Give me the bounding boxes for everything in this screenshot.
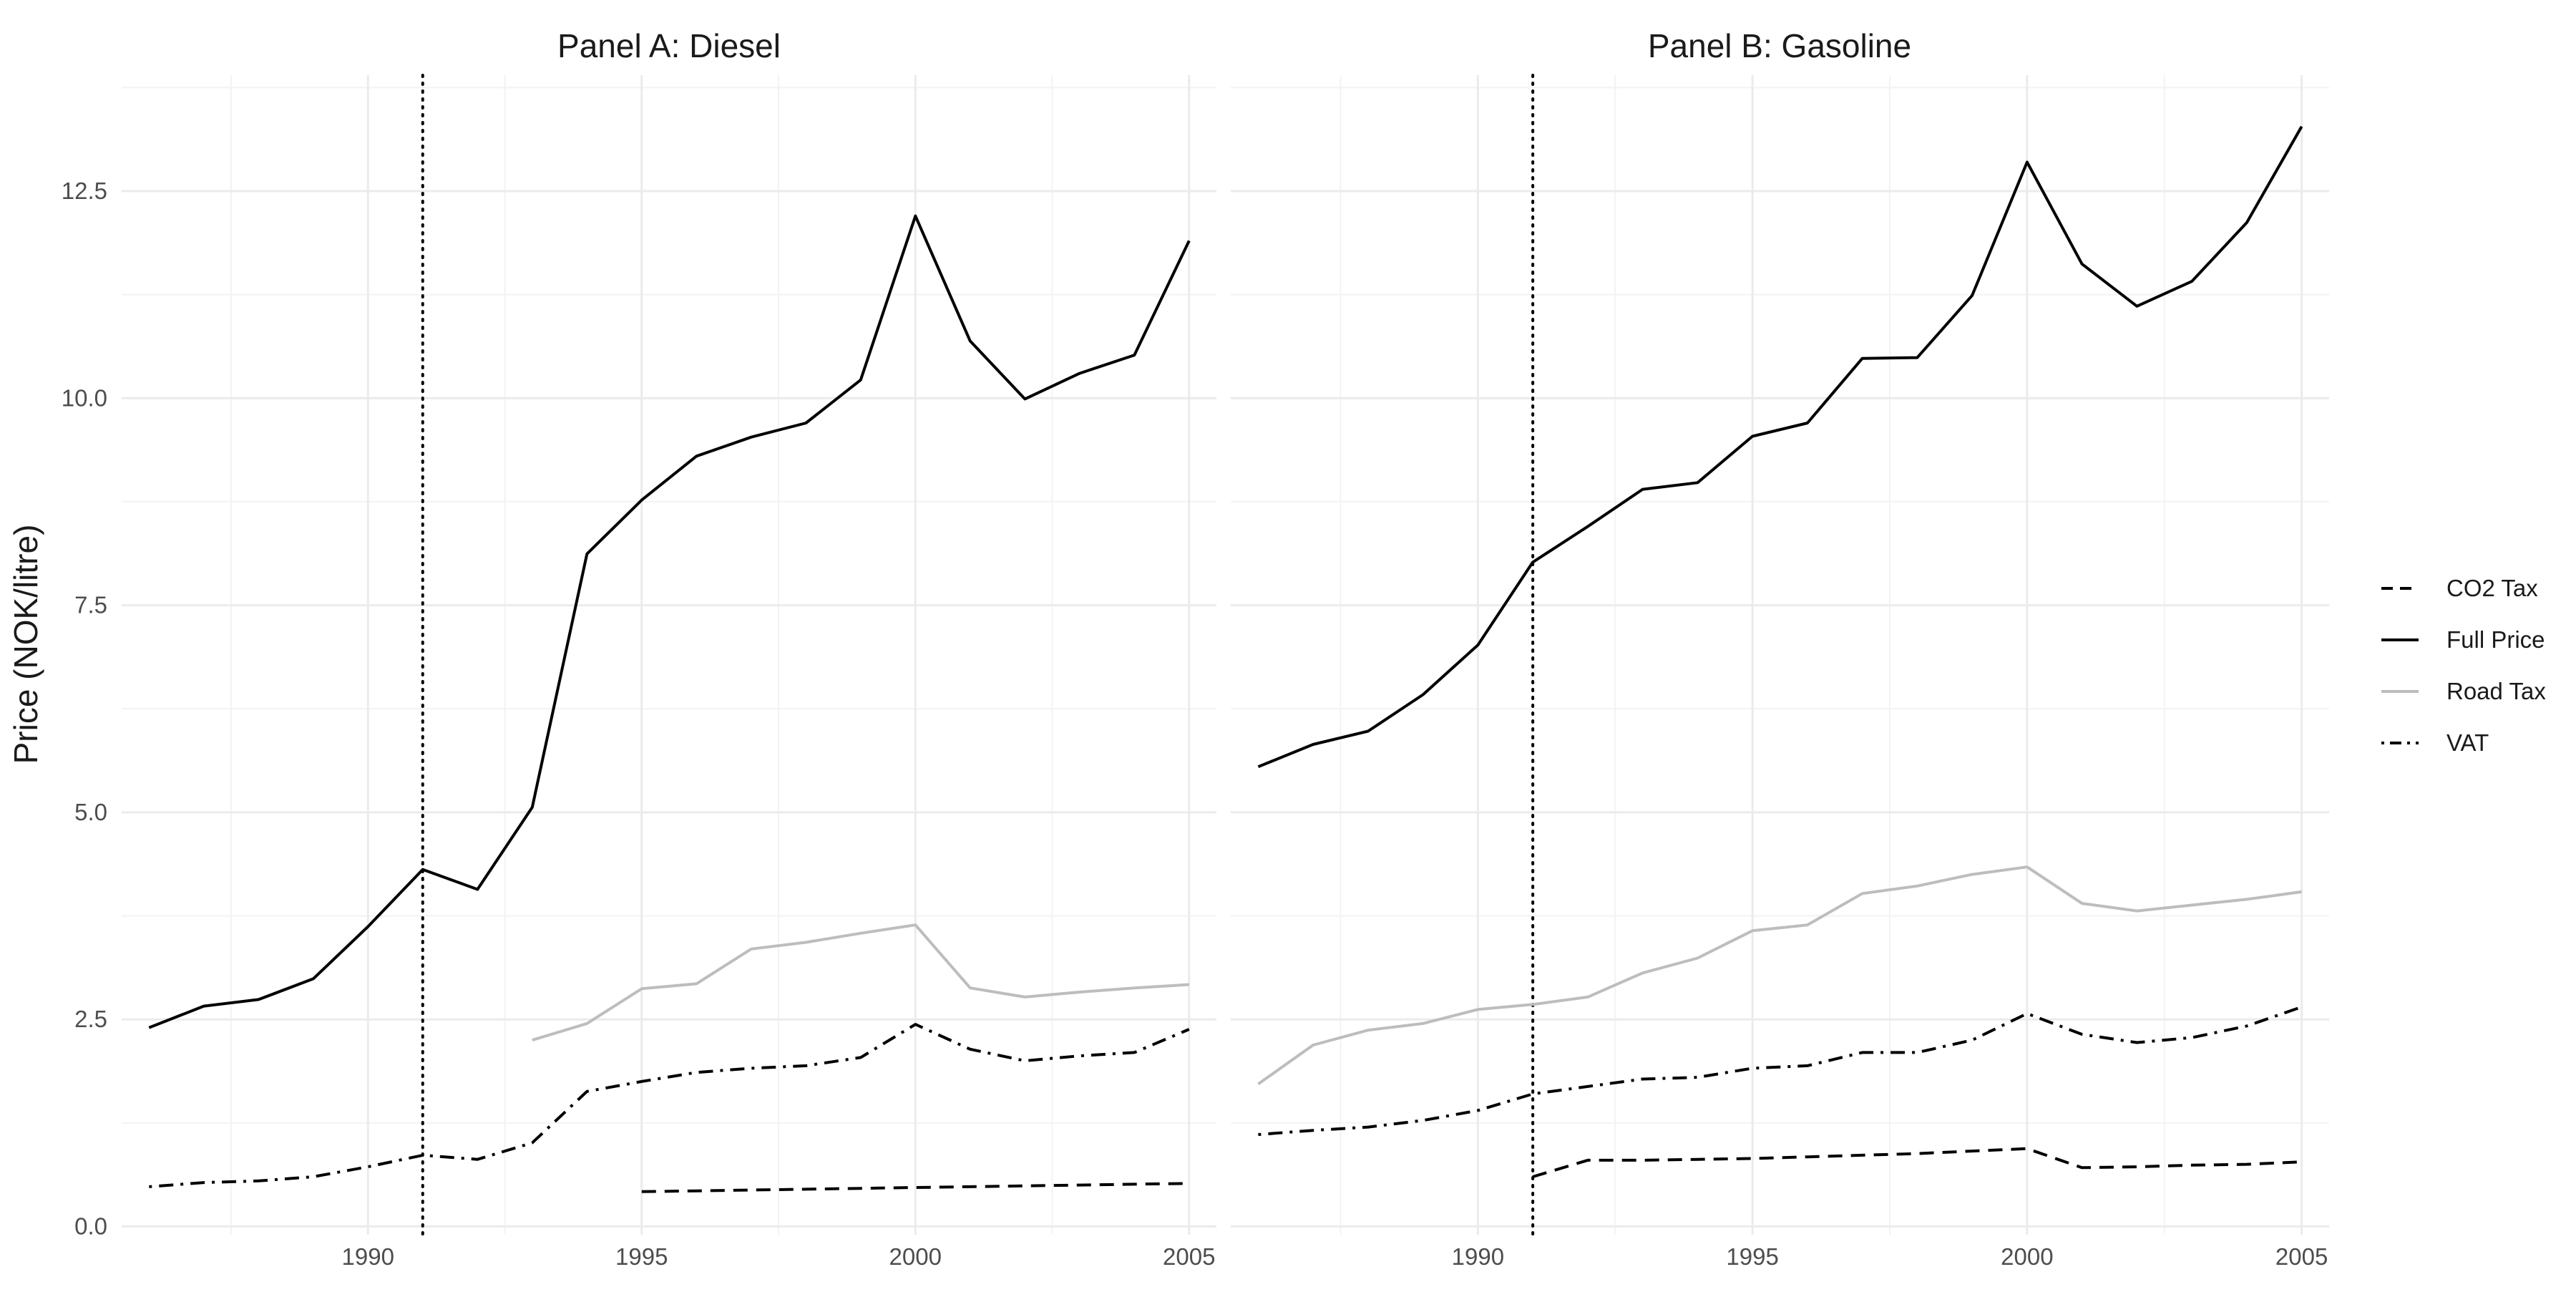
y-tick-label: 12.5	[62, 178, 107, 204]
panel-title-diesel: Panel A: Diesel	[557, 27, 781, 64]
y-tick-label: 5.0	[74, 799, 107, 825]
panel-diesel: Panel A: Diesel 1990 1995 2000 2005 0.0 2.5 5.…	[62, 27, 1216, 1270]
y-tick-label: 7.5	[74, 592, 107, 618]
series-line-co2-tax-panel-b-gasoline	[1532, 1147, 2302, 1178]
legend-label-road-tax: Road Tax	[2446, 678, 2546, 704]
series-line-vat-panel-a-diesel	[149, 1023, 1190, 1188]
y-tick-label: 2.5	[74, 1006, 107, 1032]
series-line-full-price-panel-b-gasoline	[1257, 125, 2303, 769]
legend-item-full-price: Full Price	[2381, 626, 2545, 653]
x-tick-label: 2000	[889, 1243, 942, 1270]
x-tick-label: 2005	[2275, 1243, 2328, 1270]
legend-item-road-tax: Road Tax	[2381, 678, 2546, 704]
legend: CO2 Tax Full Price Road Tax VAT	[2381, 575, 2546, 756]
legend-label-co2-tax: CO2 Tax	[2446, 575, 2538, 601]
legend-label-full-price: Full Price	[2446, 626, 2545, 653]
x-tick-label: 1990	[1452, 1243, 1504, 1270]
series-line-road-tax-panel-a-diesel	[532, 923, 1189, 1042]
x-tick-label: 1995	[1726, 1243, 1778, 1270]
series-line-full-price-panel-a-diesel	[148, 214, 1191, 1029]
legend-item-vat: VAT	[2381, 729, 2489, 756]
x-tick-label: 1990	[342, 1243, 394, 1270]
legend-label-vat: VAT	[2446, 729, 2489, 756]
x-tick-label: 1995	[615, 1243, 668, 1270]
x-tick-label: 2000	[2001, 1243, 2053, 1270]
y-axis-title: Price (NOK/litre)	[7, 525, 44, 764]
legend-item-co2-tax: CO2 Tax	[2381, 575, 2538, 601]
panel-title-gasoline: Panel B: Gasoline	[1648, 27, 1911, 64]
series-line-vat-panel-b-gasoline	[1258, 1005, 2303, 1136]
x-tick-label: 2005	[1163, 1243, 1215, 1270]
gridlines-panel-b-gasoline	[1231, 75, 2329, 1235]
gridlines-panel-a-diesel	[122, 75, 1216, 1235]
y-tick-label: 10.0	[62, 384, 107, 411]
y-tick-label: 0.0	[74, 1213, 107, 1239]
series-line-road-tax-panel-b-gasoline	[1257, 865, 2302, 1086]
panel-gasoline: Panel B: Gasoline 1990 1995 2000 2005	[1231, 27, 2329, 1270]
